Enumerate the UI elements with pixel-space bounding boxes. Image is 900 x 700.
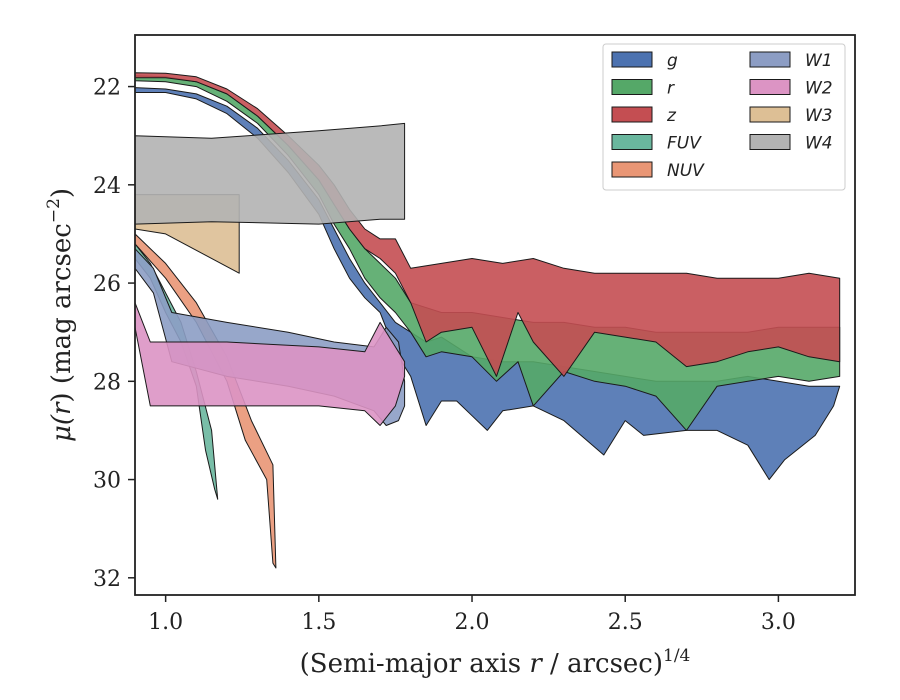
y-tick-label: 28 <box>93 370 121 395</box>
y-axis: 22 24 26 28 30 32 <box>93 76 135 592</box>
band-z <box>135 72 841 377</box>
x-axis: 1.0 1.5 2.0 2.5 3.0 <box>148 595 796 635</box>
legend-label-r: r <box>667 79 675 99</box>
legend-label-nuv: NUV <box>667 161 705 181</box>
band-w2 <box>135 302 406 426</box>
x-axis-label: (Semi-major axis r / arcsec)1/4 <box>300 646 691 679</box>
legend-swatch-w1 <box>749 51 791 68</box>
x-tick-label: 2.5 <box>608 610 643 635</box>
legend-swatch-g <box>611 51 653 68</box>
x-tick-label: 2.0 <box>455 610 490 635</box>
legend-swatch-r <box>611 79 653 95</box>
y-axis-label: μ(r) (mag arcsec−2) <box>44 188 77 442</box>
y-tick-label: 22 <box>93 76 121 101</box>
y-tick-label: 30 <box>93 469 121 494</box>
band-w4 <box>135 122 406 225</box>
y-tick-label: 26 <box>93 272 121 297</box>
legend-label-z: z <box>666 106 677 126</box>
y-tick-label: 24 <box>93 174 121 199</box>
legend-swatch-nuv <box>611 161 653 178</box>
legend-label-w3: W3 <box>805 106 833 126</box>
x-tick-label: 3.0 <box>761 610 796 635</box>
x-tick-label: 1.0 <box>148 610 183 635</box>
legend: grz FUV NUV W1 W2 W3 W4 <box>602 43 846 191</box>
legend-swatch-fuv <box>611 134 653 150</box>
plot-frame <box>134 34 856 596</box>
legend-label-fuv: FUV <box>667 134 702 154</box>
legend-label-w2: W2 <box>805 79 833 99</box>
legend-label-g: g <box>667 51 678 71</box>
legend-swatch-z <box>611 106 653 123</box>
legend-label-w1: W1 <box>805 51 833 71</box>
y-tick-label: 32 <box>93 567 121 592</box>
legend-swatch-w4 <box>749 134 791 150</box>
legend-swatch-w3 <box>749 106 791 123</box>
series-layer <box>135 72 841 569</box>
x-tick-label: 1.5 <box>301 610 336 635</box>
legend-swatch-w2 <box>749 79 791 95</box>
legend-label-w4: W4 <box>805 134 833 154</box>
